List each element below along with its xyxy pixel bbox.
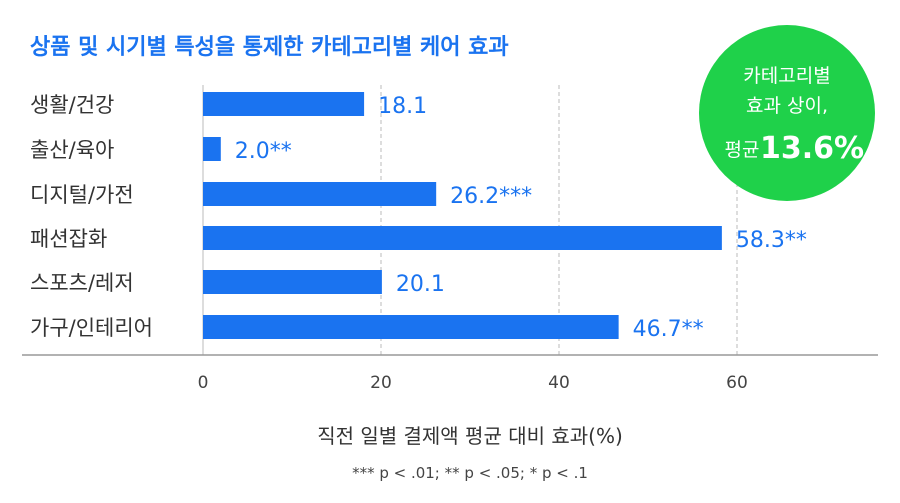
bar [203, 137, 221, 161]
category-label: 생활/건강 [30, 93, 114, 117]
bar [203, 226, 722, 250]
category-label: 패션잡화 [30, 227, 107, 251]
data-label: 18.1 [378, 94, 427, 119]
callout-circle [699, 25, 875, 201]
callout-value: 13.6% [760, 131, 864, 166]
category-label: 스포츠/레저 [30, 271, 134, 295]
category-label: 디지털/가전 [30, 183, 134, 207]
bar [203, 92, 365, 116]
category-label: 가구/인테리어 [30, 316, 153, 340]
bar [203, 270, 382, 294]
x-tick-label: 0 [198, 373, 209, 393]
chart-title: 상품 및 시기별 특성을 통제한 카테고리별 케어 효과 [30, 35, 509, 60]
data-label: 58.3** [736, 228, 807, 253]
bar [203, 182, 437, 206]
callout-line1: 카테고리별 [743, 65, 830, 87]
x-tick-label: 40 [548, 373, 570, 393]
data-label: 2.0** [235, 139, 292, 164]
bar [203, 315, 619, 339]
data-label: 26.2*** [450, 184, 532, 209]
callout-prefix: 평균 [725, 139, 760, 161]
x-tick-label: 20 [370, 373, 392, 393]
x-axis-label: 직전 일별 결제액 평균 대비 효과(%) [317, 424, 623, 448]
callout-badge: 카테고리별 효과 상이, 평균 13.6% [699, 25, 875, 201]
data-label: 46.7** [633, 317, 704, 342]
footnote: *** p < .01; ** p < .05; * p < .1 [352, 464, 588, 482]
data-label: 20.1 [396, 272, 445, 297]
category-label: 출산/육아 [30, 138, 114, 162]
x-tick-label: 60 [726, 373, 748, 393]
callout-line2: 효과 상이, [746, 95, 828, 117]
